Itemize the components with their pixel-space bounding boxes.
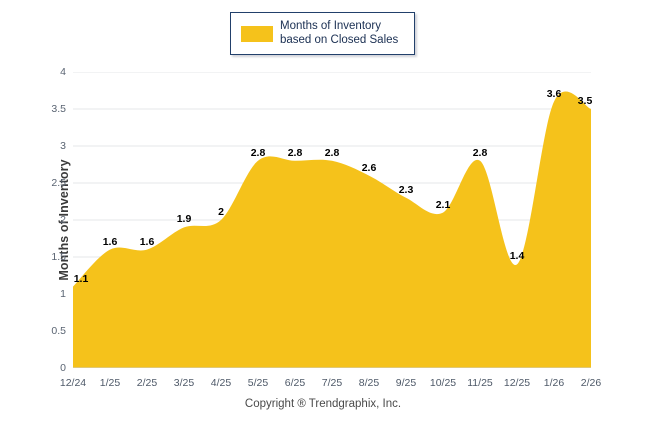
x-axis-tick-label: 4/25 <box>210 377 232 389</box>
x-axis-tick-label: 8/25 <box>358 377 380 389</box>
copyright-notice: Copyright ® Trendgraphix, Inc. <box>244 398 402 410</box>
y-axis-tick-label: 1 <box>60 288 66 300</box>
chart-legend[interactable]: Months of Inventory based on Closed Sale… <box>230 12 415 55</box>
data-point-label: 2 <box>218 206 224 218</box>
data-point-label: 3.6 <box>546 87 562 100</box>
data-point-label: 1.9 <box>176 213 192 226</box>
x-axis-tick-label: 1/25 <box>99 377 121 389</box>
x-axis-tick-label: 12/24 <box>59 377 87 389</box>
x-axis-tick-label: 2/26 <box>580 377 602 389</box>
y-axis-tick-label: 2.5 <box>51 177 66 189</box>
data-point-label: 1.4 <box>509 250 525 263</box>
data-point-label: 2.8 <box>250 146 266 159</box>
x-axis-tick-label: 11/25 <box>467 377 493 389</box>
x-axis-tick-label: 10/25 <box>429 377 457 389</box>
x-axis-tick-label: 1/26 <box>543 377 565 389</box>
y-axis-tick-label: 0 <box>60 362 66 374</box>
data-point-label: 2.8 <box>287 146 303 159</box>
data-point-label: 2.1 <box>435 198 451 211</box>
y-axis-tick-label: 3.5 <box>51 103 66 115</box>
x-axis-tick-label: 2/25 <box>136 377 158 389</box>
y-axis-tick-label: 3 <box>60 140 66 152</box>
data-point-label: 2.6 <box>361 161 377 174</box>
x-axis-tick-label: 12/25 <box>503 377 531 389</box>
plot-area: Months of Inventory 0 0.5 1 1.5 2 2.5 3 3.5 4 12… <box>51 66 601 389</box>
data-point-label: 1.1 <box>73 272 89 285</box>
data-point-label: 1.6 <box>102 235 118 248</box>
y-axis-tick-label: 0.5 <box>51 325 66 337</box>
data-point-label: 2.8 <box>472 146 488 159</box>
x-axis-tick-label: 7/25 <box>321 377 343 389</box>
y-axis-tick-label: 4 <box>60 66 66 78</box>
plot-canvas <box>73 72 591 368</box>
y-axis-tick-label: 2 <box>60 214 66 226</box>
x-axis-tick-label: 3/25 <box>173 377 195 389</box>
x-axis-tick-label: 6/25 <box>284 377 306 389</box>
data-point-label: 2.3 <box>398 183 414 196</box>
legend-item-label: Months of Inventory based on Closed Sale… <box>280 20 399 46</box>
x-axis-tick-label: 9/25 <box>395 377 417 389</box>
legend-swatch-icon <box>241 25 273 42</box>
x-axis-tick-label: 5/25 <box>247 377 269 389</box>
area-series-fill <box>73 91 591 368</box>
data-point-label: 1.6 <box>139 235 155 248</box>
data-point-label: 2.8 <box>324 146 340 159</box>
y-axis-tick-label: 1.5 <box>51 251 66 263</box>
data-point-label: 3.5 <box>577 95 593 107</box>
